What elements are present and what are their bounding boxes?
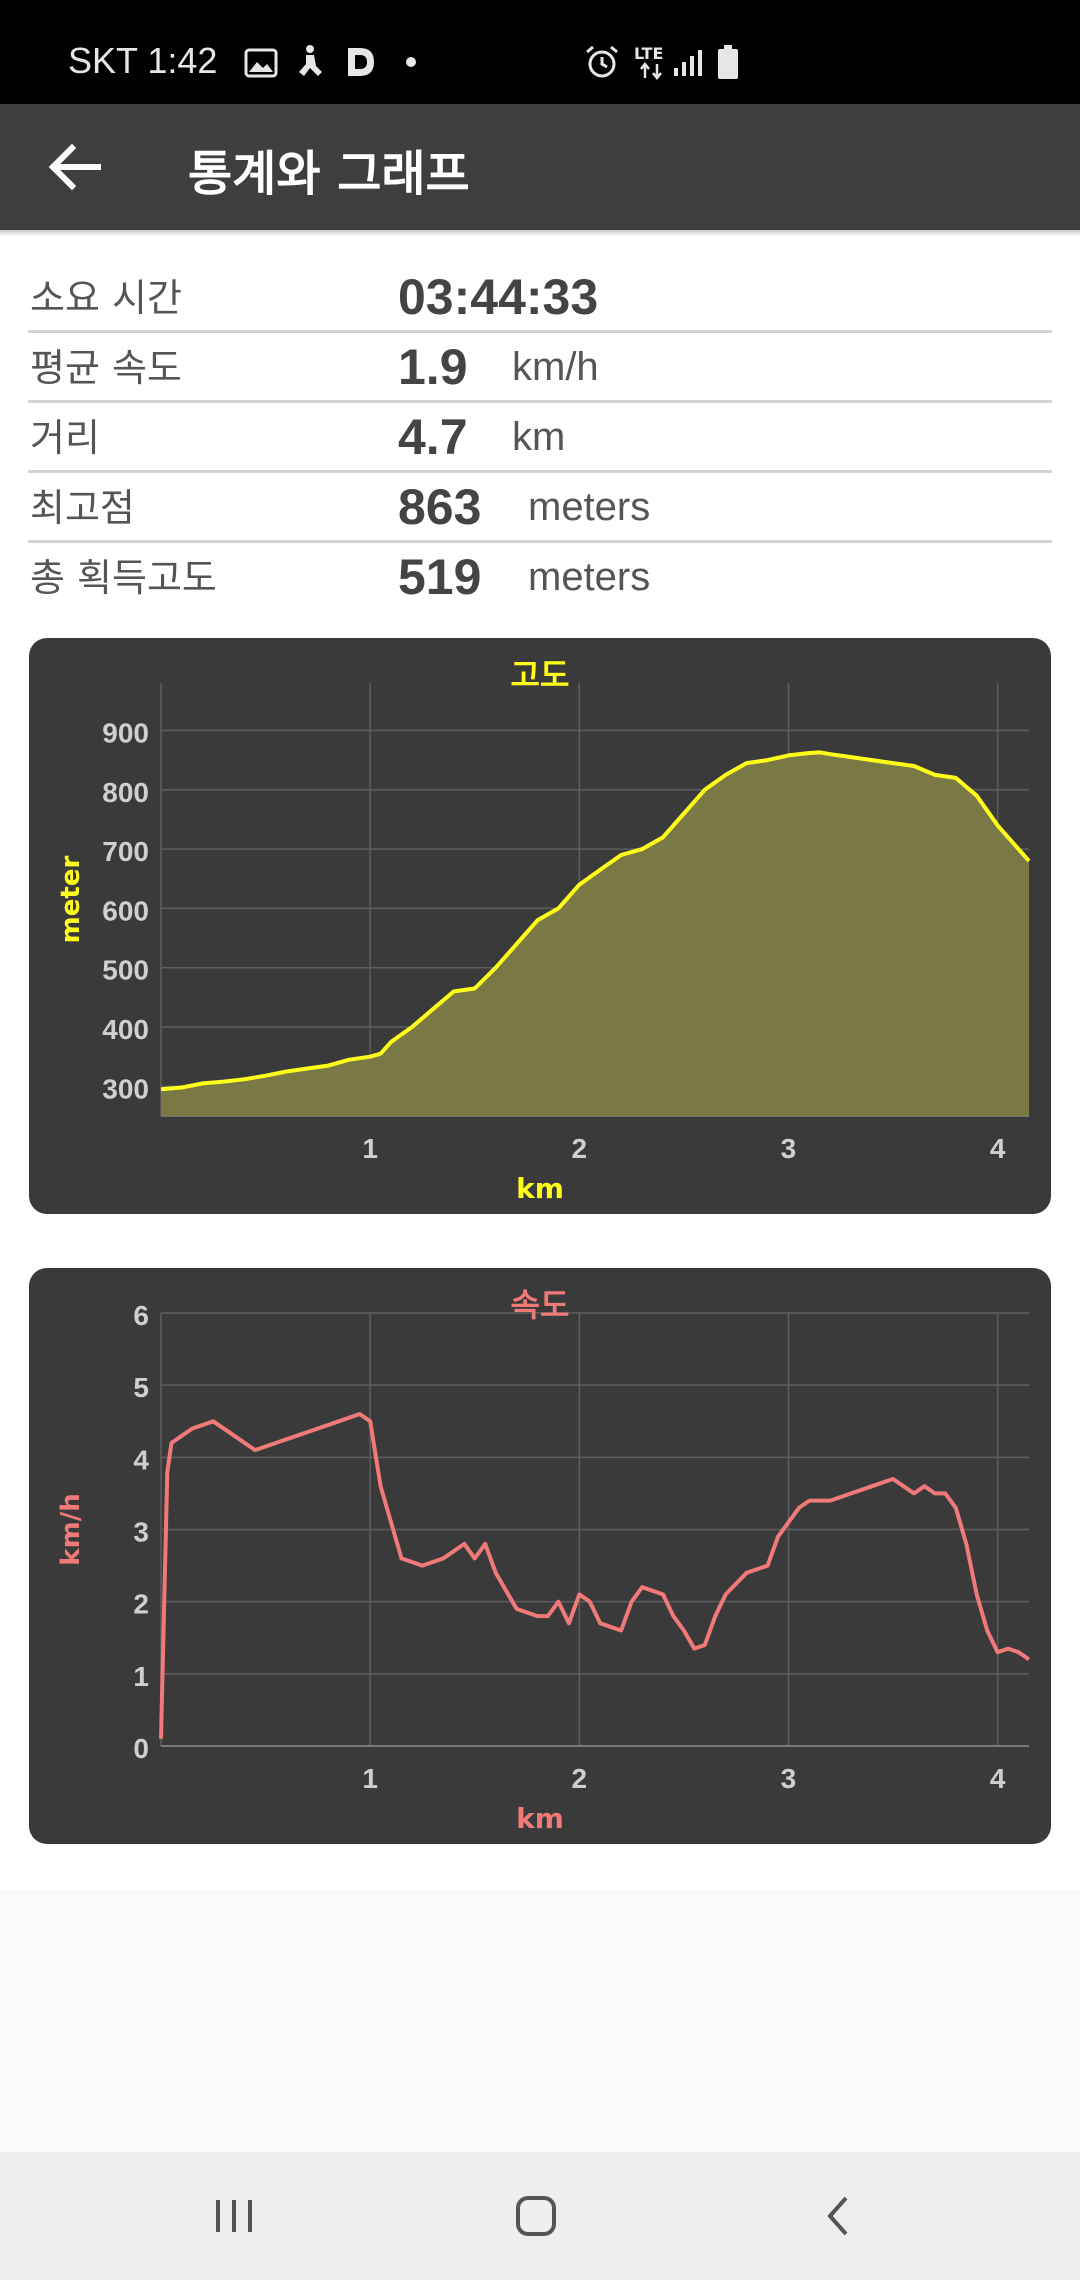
y-tick-label: 0 xyxy=(133,1733,149,1764)
altitude-area-fill xyxy=(161,752,1029,1116)
speed-line xyxy=(159,1412,1031,1739)
d-app-icon xyxy=(348,48,374,76)
app-bar: 통계와 그래프 xyxy=(0,104,1080,230)
x-tick-label: 2 xyxy=(572,1763,588,1794)
x-tick-label: 4 xyxy=(990,1763,1006,1794)
x-tick-label: 3 xyxy=(781,1133,797,1164)
page-title: 통계와 그래프 xyxy=(188,146,470,202)
recent-apps-icon[interactable] xyxy=(202,2186,266,2246)
x-axis-label: km xyxy=(516,1172,564,1205)
home-icon[interactable] xyxy=(504,2186,568,2246)
stat-row-distance: 거리 4.7 km xyxy=(28,400,1052,473)
stat-label: 소요 시간 xyxy=(30,276,182,320)
stat-row-total-ascent: 총 획득고도 519 meters xyxy=(28,540,1052,610)
status-bar: SKT 1:42 LTE xyxy=(0,0,1080,104)
back-icon[interactable] xyxy=(806,2186,870,2246)
y-axis-label: meter xyxy=(56,856,86,944)
stat-unit: meters xyxy=(528,555,651,599)
chart-title: 고도 xyxy=(511,656,570,694)
stat-unit: meters xyxy=(528,485,651,529)
y-tick-label: 700 xyxy=(102,836,149,867)
y-tick-label: 2 xyxy=(133,1589,149,1620)
stat-label: 평균 속도 xyxy=(30,346,182,390)
altitude-chart: 300 400 500 600 700 800 900 1 2 3 4 고도 km meter xyxy=(56,656,1031,1205)
battery-icon xyxy=(718,45,738,79)
stat-value: 4.7 xyxy=(398,409,468,465)
y-tick-label: 500 xyxy=(102,955,149,986)
y-tick-label: 3 xyxy=(133,1517,149,1548)
data-arrows-icon xyxy=(640,62,662,80)
stat-row-avg-speed: 평균 속도 1.9 km/h xyxy=(28,330,1052,403)
y-tick-label: 5 xyxy=(133,1372,149,1403)
y-tick-label: 600 xyxy=(102,895,149,926)
stat-value: 1.9 xyxy=(398,339,468,395)
altitude-line xyxy=(160,750,1031,1092)
speed-chart-card: 0 1 2 3 4 5 6 1 2 3 4 속도 km km/h xyxy=(29,1268,1051,1844)
y-tick-label: 900 xyxy=(102,717,149,748)
dot-icon xyxy=(406,57,416,67)
speed-chart: 0 1 2 3 4 5 6 1 2 3 4 속도 km km/h xyxy=(56,1286,1031,1835)
stat-row-duration: 소요 시간 03:44:33 xyxy=(28,260,1052,333)
signal-icon xyxy=(674,50,702,76)
lte-indicator: LTE xyxy=(634,44,664,63)
stat-value: 863 xyxy=(398,479,482,535)
x-tick-label: 1 xyxy=(362,1763,378,1794)
stat-label: 총 획득고도 xyxy=(30,556,217,600)
hiking-icon xyxy=(299,45,322,76)
y-tick-label: 400 xyxy=(102,1014,149,1045)
chart-title: 속도 xyxy=(511,1286,570,1324)
stat-value: 03:44:33 xyxy=(398,269,599,325)
stat-row-highest-point: 최고점 863 meters xyxy=(28,470,1052,543)
alarm-icon xyxy=(586,45,618,78)
stat-label: 거리 xyxy=(30,416,100,460)
system-nav-bar xyxy=(0,2152,1080,2280)
y-axis-label: km/h xyxy=(56,1493,86,1565)
stat-unit: km/h xyxy=(512,345,599,389)
stat-value: 519 xyxy=(398,549,482,605)
stat-unit: km xyxy=(512,415,566,459)
gallery-icon xyxy=(244,48,278,78)
x-axis-label: km xyxy=(516,1802,564,1835)
y-tick-label: 1 xyxy=(133,1661,149,1692)
altitude-chart-card: 300 400 500 600 700 800 900 1 2 3 4 고도 km meter xyxy=(29,638,1051,1214)
stats-content: 소요 시간 03:44:33 평균 속도 1.9 km/h 거리 4.7 km … xyxy=(0,236,1080,1890)
y-tick-label: 800 xyxy=(102,777,149,808)
y-tick-label: 300 xyxy=(102,1073,149,1104)
x-tick-label: 1 xyxy=(362,1133,378,1164)
x-tick-label: 2 xyxy=(572,1133,588,1164)
app-bar-shadow xyxy=(0,230,1080,236)
back-arrow-icon[interactable] xyxy=(40,132,110,202)
y-tick-label: 6 xyxy=(133,1300,149,1331)
y-tick-label: 4 xyxy=(133,1444,149,1475)
status-carrier-time: SKT 1:42 xyxy=(68,40,218,81)
x-tick-label: 4 xyxy=(990,1133,1006,1164)
stat-label: 최고점 xyxy=(30,486,135,530)
x-tick-label: 3 xyxy=(781,1763,797,1794)
